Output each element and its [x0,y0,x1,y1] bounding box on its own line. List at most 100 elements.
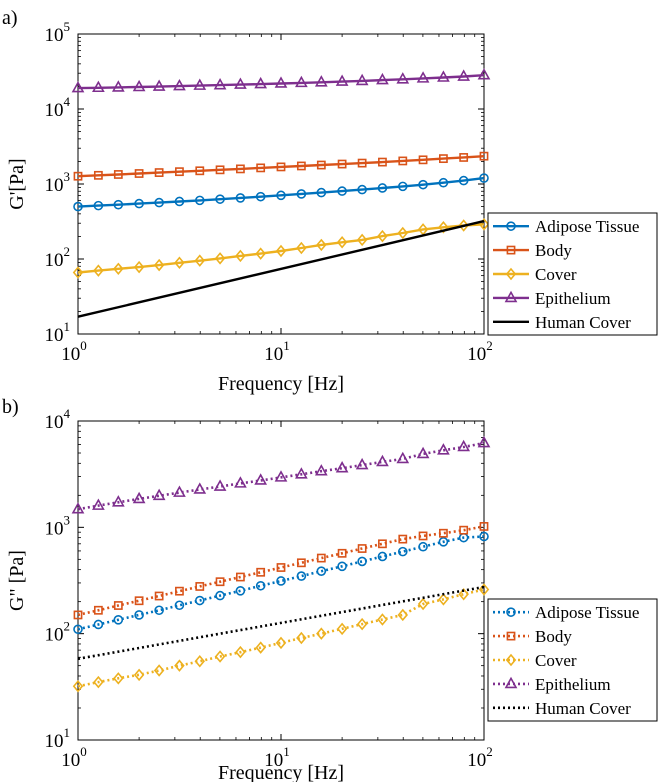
legend: Adipose Tissue Body Cover Epithelium Human C… [487,598,658,722]
data-point [378,539,387,549]
data-point [357,544,367,553]
series-cover [72,583,490,693]
data-point [296,161,306,171]
data-point [133,668,145,682]
data-point [214,252,226,265]
data-point [256,567,266,577]
data-point [134,198,144,209]
data-point [134,596,144,606]
data-point [111,80,125,92]
data-point [296,571,307,581]
data-point [213,77,227,90]
data-point [215,165,225,175]
data-point [113,672,124,685]
data-point [355,73,369,86]
legend-entry: Epithelium [535,289,611,308]
data-point [416,71,430,83]
legend-entry: Cover [535,651,577,670]
data-point [438,537,449,547]
data-point [418,531,428,541]
data-point [255,641,266,654]
y-tick-label: 102 [45,244,71,271]
data-point [477,68,491,80]
data-point [193,482,207,494]
data-point [154,168,164,177]
legend-entry: Adipose Tissue [535,217,639,236]
data-point [316,238,327,252]
data-point [111,495,125,507]
series-line [77,219,485,318]
series-adipose-tissue [73,531,489,635]
data-point [113,615,124,625]
data-point [113,601,123,610]
data-point [416,446,430,459]
data-point [336,622,348,636]
data-point [458,219,469,232]
x-axis-label: Frequency [Hz] [218,373,344,395]
data-point [337,186,347,196]
data-point [296,558,306,568]
data-point [314,75,328,87]
data-point [276,563,286,572]
series-epithelium [71,68,491,93]
data-point [417,597,429,611]
y-tick-label: 104 [45,406,71,433]
series-line [77,176,485,208]
data-point [234,77,247,89]
data-point [175,167,184,177]
data-point [255,191,266,202]
data-point [296,189,307,199]
data-point [316,160,326,170]
data-point [215,590,225,601]
data-point [154,605,164,616]
data-point [457,439,471,452]
series-epithelium [71,435,491,514]
data-point [132,491,146,504]
data-point [314,464,328,476]
data-point [173,78,186,91]
data-point [173,485,186,497]
data-point [336,236,348,249]
legend-entry: Cover [535,265,577,284]
legend-marker [504,290,518,303]
data-point [175,586,184,596]
data-point [254,473,268,485]
data-point [438,177,449,188]
series-cover [72,218,490,279]
legend-entry: Epithelium [535,675,611,694]
y-axis-label: G" [Pa] [6,550,28,611]
data-point [276,190,286,201]
data-point [71,80,85,93]
y-tick-label: 105 [45,19,71,46]
data-point [93,170,103,180]
data-point [479,522,489,531]
data-point [376,72,389,85]
data-point [73,171,83,181]
legend-marker [505,267,517,281]
legend-marker [505,653,517,667]
data-point [439,154,448,164]
data-point [113,170,123,179]
data-point [437,70,450,82]
data-point [256,163,266,173]
data-point [356,617,368,631]
data-point [438,593,449,606]
data-point [72,680,84,693]
data-point [235,193,246,203]
x-tick-label: 102 [467,338,493,365]
data-point [377,183,388,193]
data-point [255,247,266,260]
data-point [254,76,268,89]
data-point [439,528,448,538]
data-point [275,636,287,650]
data-point [357,184,367,195]
data-point [458,587,469,601]
x-axis-label: Frequency [Hz] [218,762,344,782]
legend-entry: Body [535,241,572,260]
data-point [418,155,428,165]
panel-label: a) [2,7,18,29]
y-tick-label: 104 [45,94,71,121]
data-point [397,608,409,622]
data-point [418,179,428,190]
data-point [215,577,225,587]
